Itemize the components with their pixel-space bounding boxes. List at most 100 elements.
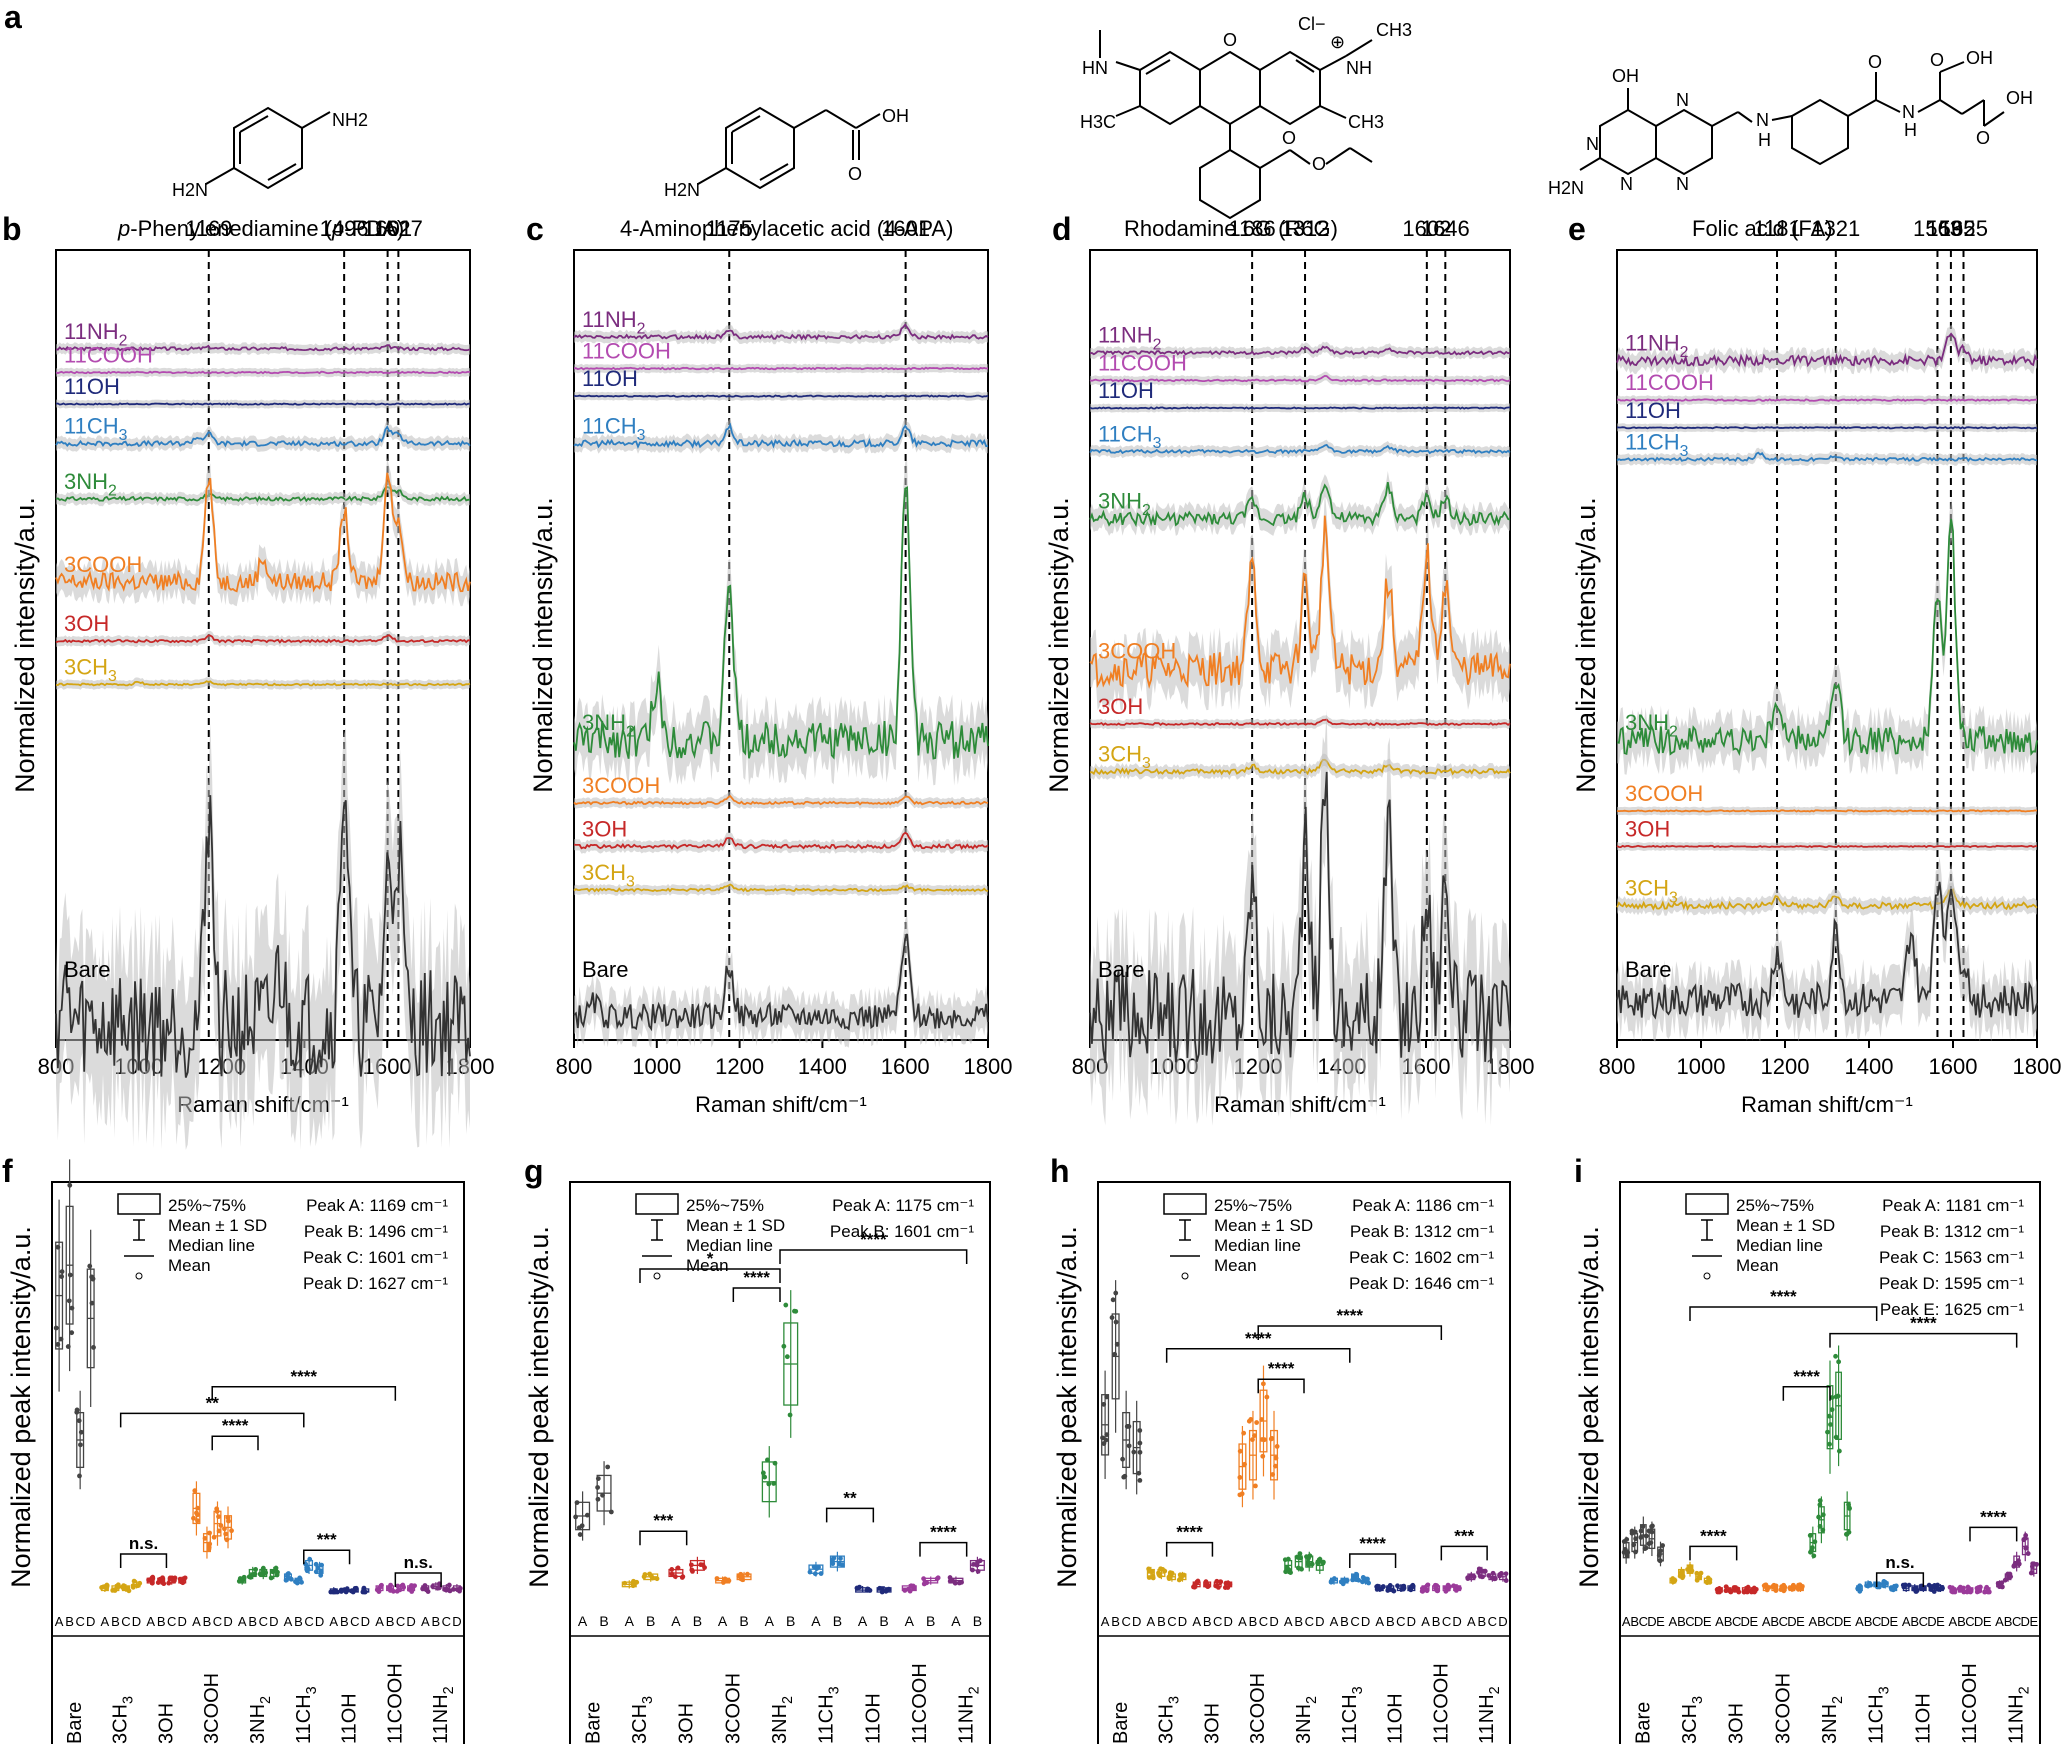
data-point xyxy=(622,1580,628,1586)
box-letter-label: D xyxy=(1834,1614,1843,1629)
significance-label: **** xyxy=(860,1230,887,1249)
data-point xyxy=(1395,1583,1400,1589)
peak-info-text: Peak B: 1601 cm⁻¹ xyxy=(830,1222,974,1241)
box-letter-label: A xyxy=(1762,1614,1771,1629)
data-point xyxy=(74,1407,80,1413)
box-letter-label: D xyxy=(1787,1614,1796,1629)
box-letter-label: A xyxy=(192,1614,201,1629)
data-point xyxy=(772,1460,778,1466)
data-point xyxy=(1480,1574,1485,1580)
box-letter-label: A xyxy=(1192,1614,1201,1629)
box-letter-label: B xyxy=(1817,1614,1826,1629)
data-point xyxy=(1160,1567,1166,1572)
series-label-3OH: 3OH xyxy=(582,816,627,841)
category-label-3CH3: 3CH3 xyxy=(629,1696,656,1744)
data-point xyxy=(584,1512,590,1518)
data-point xyxy=(1124,1424,1130,1429)
box-letter-label: B xyxy=(646,1613,655,1629)
peak-marker-label: 1627 xyxy=(374,216,423,241)
sd-band-3CH3 xyxy=(574,879,988,896)
data-point xyxy=(854,1585,860,1591)
data-point xyxy=(1671,1578,1677,1584)
significance-label: * xyxy=(707,1249,714,1268)
significance-label: **** xyxy=(1359,1534,1386,1553)
x-tick-label: 1800 xyxy=(964,1054,1013,1079)
data-point xyxy=(1374,1584,1380,1590)
data-point xyxy=(211,1534,217,1540)
peak-info-text: Peak D: 1646 cm⁻¹ xyxy=(1349,1274,1494,1293)
box-letter-label: B xyxy=(833,1613,842,1629)
data-point xyxy=(1192,1584,1198,1590)
data-point xyxy=(1810,1545,1815,1551)
data-point xyxy=(1836,1359,1842,1365)
data-point xyxy=(78,1442,83,1448)
spectrum-line-3OH xyxy=(1089,718,1511,727)
box-letter-label: D xyxy=(1315,1614,1324,1629)
series-label-11COOH: 11COOH xyxy=(1625,370,1714,395)
y-axis-label: Normalized intensity/a.u. xyxy=(528,497,558,793)
data-point xyxy=(1770,1584,1775,1590)
data-point xyxy=(67,1272,73,1278)
data-point xyxy=(1101,1401,1107,1407)
apa-atom-oh: OH xyxy=(882,106,909,126)
data-point xyxy=(1816,1514,1822,1520)
data-point xyxy=(2028,1570,2034,1576)
y-axis-label: Normalized intensity/a.u. xyxy=(1571,497,1601,793)
data-point xyxy=(647,1571,653,1577)
data-point xyxy=(1299,1566,1304,1572)
data-point xyxy=(58,1336,64,1342)
panel-label-d: d xyxy=(1052,211,1072,247)
molecule-r6g-structure xyxy=(1099,30,1373,220)
peak-marker-label: 1563 xyxy=(1913,216,1962,241)
data-point xyxy=(207,1530,212,1536)
data-point xyxy=(1657,1551,1662,1557)
data-point xyxy=(397,1587,403,1593)
data-point xyxy=(1633,1536,1639,1542)
data-point xyxy=(286,1571,291,1576)
spectrum-line-3CH3 xyxy=(1089,758,1511,776)
box-letter-label: A xyxy=(1855,1614,1864,1629)
box-letter-label: B xyxy=(294,1614,303,1629)
data-point xyxy=(1751,1585,1757,1591)
r6g-atom-ch3-top: CH3 xyxy=(1376,20,1412,40)
data-point xyxy=(595,1496,601,1502)
spectrum-line-Bare xyxy=(1616,881,2038,1021)
data-point xyxy=(1225,1585,1231,1590)
box-letter-label: C xyxy=(1825,1614,1834,1629)
box-letter-label: C xyxy=(167,1614,176,1629)
data-point xyxy=(1660,1543,1665,1548)
box-letter-label: D xyxy=(406,1614,415,1629)
spectrum-line-11NH2 xyxy=(573,323,989,341)
box-letter-label: B xyxy=(1157,1614,1166,1629)
legend-mean-swatch xyxy=(1703,1272,1711,1280)
data-point xyxy=(1365,1576,1370,1582)
box-letter-label: D xyxy=(1178,1614,1187,1629)
data-point xyxy=(935,1575,941,1581)
data-point xyxy=(59,1274,65,1279)
data-point xyxy=(1694,1570,1700,1576)
data-point xyxy=(1259,1437,1265,1442)
spectrum-line-11CH3 xyxy=(55,425,471,448)
data-point xyxy=(787,1412,793,1418)
data-point xyxy=(1181,1572,1187,1578)
data-point xyxy=(253,1567,259,1572)
r6g-atom-ester-o: O xyxy=(1312,154,1326,174)
data-point xyxy=(760,1470,766,1476)
data-point xyxy=(224,1537,230,1543)
data-point xyxy=(274,1572,280,1578)
data-point xyxy=(654,1576,660,1582)
data-point xyxy=(1638,1534,1644,1540)
significance-label: **** xyxy=(291,1367,318,1386)
molecule-ppda-name: p-Phenylenediamine (p-PDA) xyxy=(117,216,404,241)
box-letter-label: C xyxy=(1639,1614,1648,1629)
data-point xyxy=(1146,1575,1152,1580)
data-point xyxy=(313,1569,319,1575)
data-point xyxy=(1146,1566,1152,1572)
data-point xyxy=(1649,1524,1654,1529)
series-label-11NH2: 11NH2 xyxy=(1625,331,1688,362)
data-point xyxy=(65,1344,71,1349)
data-point xyxy=(781,1343,787,1349)
x-tick-label: 1600 xyxy=(881,1054,930,1079)
data-point xyxy=(1306,1562,1312,1568)
